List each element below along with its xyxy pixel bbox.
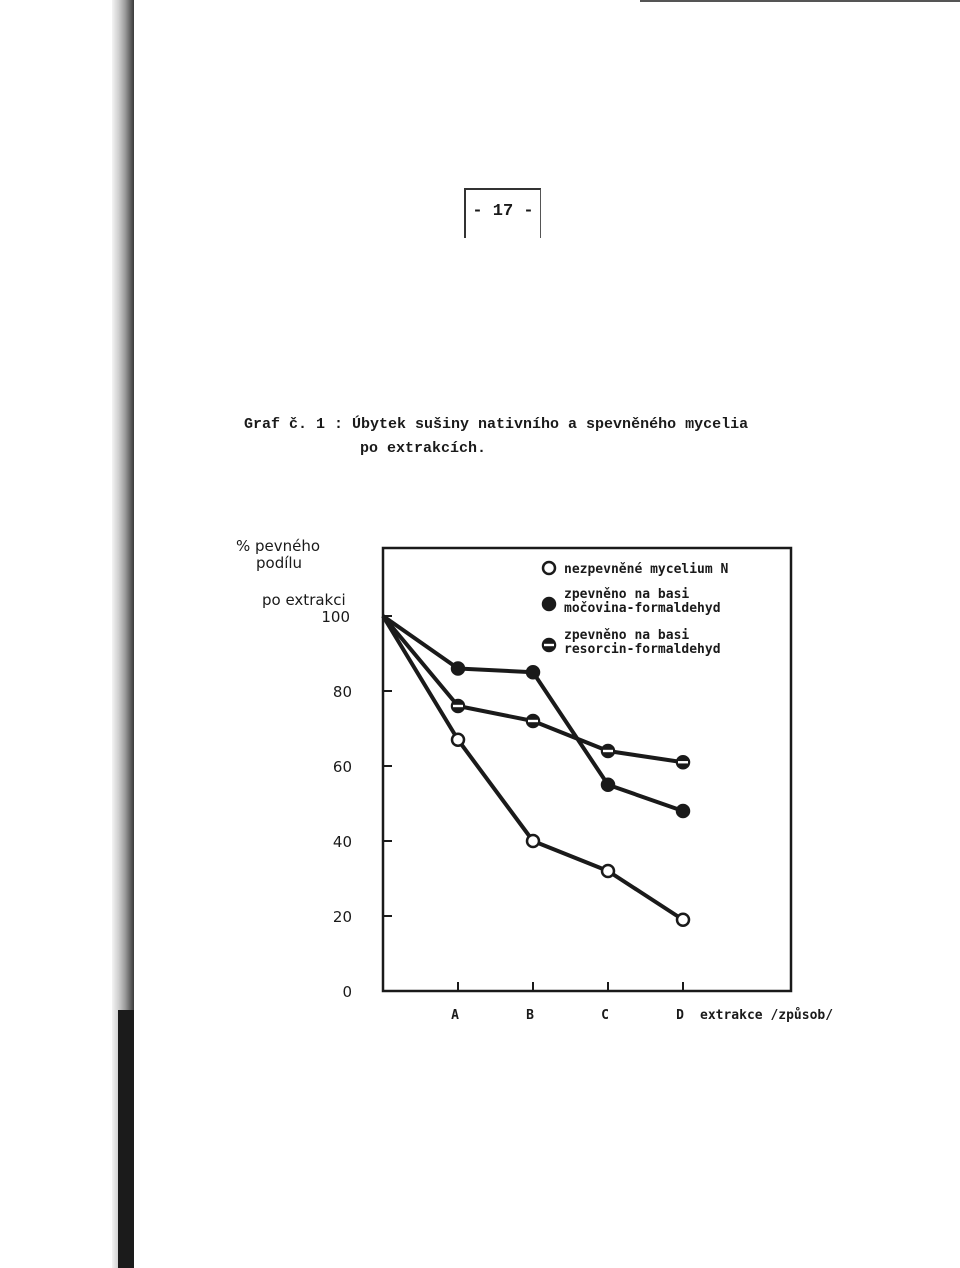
series-3 <box>381 614 691 770</box>
y-tick-label: 60 <box>333 758 352 776</box>
x-tick-label: B <box>526 1008 534 1023</box>
plot-frame <box>381 546 793 993</box>
data-point <box>450 661 466 676</box>
data-point <box>541 596 557 612</box>
y-axis-ticks: 0 20 40 60 80 100 <box>321 608 392 1001</box>
y-tick-label: 20 <box>333 908 352 926</box>
series-line <box>381 614 685 922</box>
data-point <box>525 665 541 680</box>
caption-line-1: Graf č. 1 : Úbytek sušiny nativního a sp… <box>244 416 749 433</box>
data-point <box>600 863 616 879</box>
y-axis-label: % pevného podílu <box>236 538 320 572</box>
y-tick-label: 40 <box>333 833 352 851</box>
data-point <box>525 833 541 849</box>
data-point-notch <box>544 643 554 647</box>
series-2 <box>381 614 691 819</box>
y-tick-label: 80 <box>333 683 352 701</box>
y-tick-label: 0 <box>342 983 352 1001</box>
legend-label: zpevněno na basi <box>564 587 689 602</box>
legend-label: nezpevněné mycelium N <box>564 562 729 577</box>
y-tick-label: 100 <box>321 608 350 626</box>
caption-line-2: po extrakcích. <box>360 440 487 457</box>
x-tick-label: D <box>676 1008 684 1023</box>
x-tick-label: A <box>451 1008 459 1023</box>
legend-label: resorcin-formaldehyd <box>564 642 721 657</box>
data-point <box>541 560 557 576</box>
data-point <box>675 912 691 927</box>
data-point-notch <box>603 749 613 753</box>
scan-top-rule <box>640 0 960 2</box>
x-tick-label: C <box>601 1008 609 1023</box>
x-axis-label: extrakce /způsob/ <box>700 1008 833 1023</box>
legend-entry-1: nezpevněné mycelium N <box>541 560 729 577</box>
data-point <box>675 803 691 819</box>
data-point <box>450 732 466 747</box>
legend-label: močovina-formaldehyd <box>564 601 721 616</box>
legend-label: zpevněno na basi <box>564 628 689 643</box>
scan-page-edge-dark <box>118 1010 134 1268</box>
series-1 <box>381 614 691 927</box>
y-axis-label-line-2: podílu <box>256 554 303 572</box>
y-axis-label-line-1: % pevného <box>236 537 321 555</box>
scan-page-edge <box>112 0 134 1268</box>
y-axis-label-line-3: po extrakci <box>262 592 346 609</box>
data-point-notch <box>528 719 538 723</box>
figure-caption: Graf č. 1 : Úbytek sušiny nativního a sp… <box>244 413 804 461</box>
data-point-notch <box>678 761 688 764</box>
data-point-notch <box>453 704 463 708</box>
data-point <box>600 777 616 792</box>
series-layer <box>381 614 691 927</box>
page-number: - 17 - <box>464 188 541 238</box>
